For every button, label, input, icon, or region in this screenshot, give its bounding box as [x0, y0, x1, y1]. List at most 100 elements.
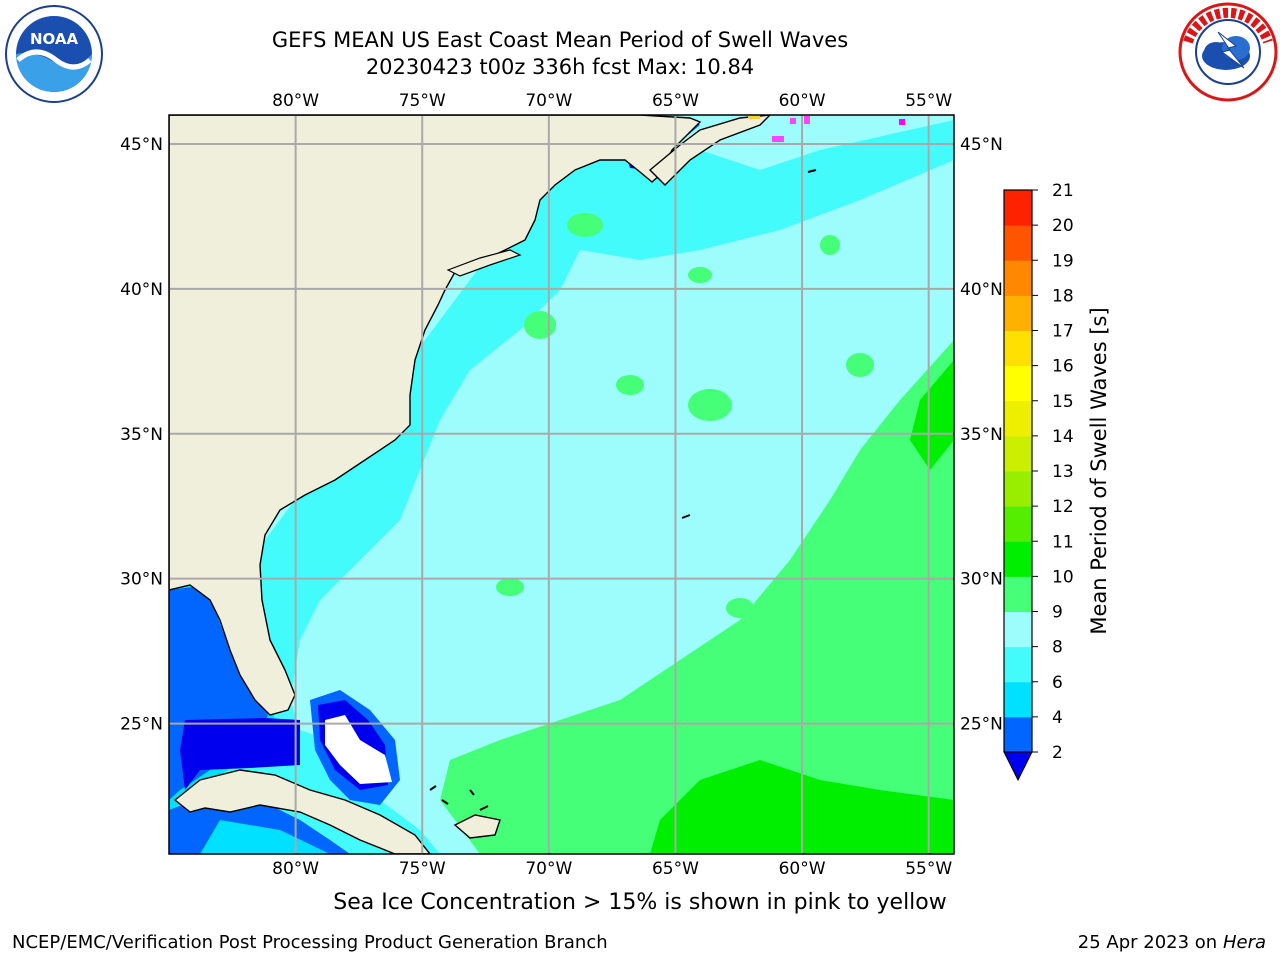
swell-patch — [688, 267, 712, 283]
map-frame — [168, 114, 955, 855]
lon-tick-label: 60°W — [779, 91, 826, 111]
lat-tick-labels-right: 45°N 40°N 35°N 30°N 25°N — [960, 135, 1003, 735]
colorbar-segment — [1004, 330, 1032, 367]
svg-text:NOAA: NOAA — [30, 30, 79, 48]
footer-date-text: 25 Apr 2023 on — [1077, 932, 1223, 953]
swell-field-10s — [910, 360, 954, 470]
lon-tick-label: 80°W — [272, 91, 319, 111]
swell-patch — [846, 353, 874, 377]
lon-tick-label: 55°W — [905, 859, 952, 879]
colorbar-tick-label: 4 — [1052, 708, 1063, 728]
swell-patch — [820, 235, 840, 255]
colorbar-tick-label: 20 — [1052, 216, 1074, 236]
chart-title: GEFS MEAN US East Coast Mean Period of S… — [271, 28, 849, 52]
gridlines — [169, 115, 954, 854]
swell-patch — [524, 311, 556, 339]
colorbar-tick-label: 19 — [1052, 251, 1074, 271]
lon-tick-label: 65°W — [652, 91, 699, 111]
swell-field-4s-caribbean — [200, 820, 330, 854]
sea-ice-point — [790, 118, 796, 124]
lon-tick-labels-bottom: 80°W 75°W 70°W 65°W 60°W 55°W — [272, 859, 952, 879]
colorbar-tick-label: 14 — [1052, 427, 1074, 447]
colorbar-segment — [1004, 646, 1032, 683]
sea-ice-note: Sea Ice Concentration > 15% is shown in … — [333, 890, 947, 915]
colorbar-under-extension — [1003, 751, 1033, 782]
colorbar-tick-label: 8 — [1052, 638, 1063, 658]
colorbar-segment — [1004, 365, 1032, 402]
sea-ice-point — [804, 116, 810, 124]
noaa-logo-icon: NOAA — [5, 5, 103, 103]
lon-tick-label: 75°W — [399, 859, 446, 879]
colorbar-tick-label: 10 — [1052, 567, 1074, 587]
colorbar-segment — [1004, 506, 1032, 542]
island — [807, 169, 817, 173]
lat-tick-label: 25°N — [120, 715, 163, 735]
colorbar-segment — [1004, 471, 1032, 507]
colorbar-segment — [1004, 225, 1032, 261]
lat-tick-label: 30°N — [960, 570, 1003, 590]
swell-patch — [726, 598, 754, 618]
colorbar-tick-label: 17 — [1052, 322, 1074, 342]
swell-field-9s — [440, 340, 954, 854]
colorbar-tick-label: 15 — [1052, 392, 1074, 412]
island — [681, 514, 691, 519]
island — [429, 785, 489, 811]
colorbar-tick-label: 13 — [1052, 462, 1074, 482]
colorbar-segment — [1004, 681, 1032, 718]
swell-patch — [567, 213, 603, 237]
colorbar-tick-label: 21 — [1052, 181, 1074, 201]
colorbar-tick-label: 18 — [1052, 286, 1074, 306]
map-area — [169, 115, 954, 854]
footer-credit: NCEP/EMC/Verification Post Processing Pr… — [12, 932, 608, 953]
colorbar-segment — [1004, 295, 1032, 331]
colorbar-segment — [1004, 541, 1032, 577]
land-north-america — [169, 115, 702, 716]
colorbar-segment — [1004, 190, 1032, 226]
lon-tick-label: 75°W — [399, 91, 446, 111]
colorbar-segment — [1004, 716, 1032, 753]
land-cuba — [173, 769, 431, 854]
colorbar-tick-label: 16 — [1052, 357, 1074, 377]
footer-date: 25 Apr 2023 on Hera — [1078, 932, 1266, 953]
lon-tick-label: 55°W — [905, 91, 952, 111]
footer-machine: Hera — [1222, 932, 1266, 953]
swell-patch — [616, 375, 644, 395]
lat-tick-label: 40°N — [960, 280, 1003, 300]
chart-subtitle: 20230423 t00z 336h fcst Max: 10.84 — [365, 55, 755, 79]
lat-tick-label: 45°N — [120, 135, 163, 155]
bahamas-shallow-no-data — [325, 715, 392, 784]
swell-patch — [496, 578, 524, 596]
lat-tick-label: 45°N — [960, 135, 1003, 155]
land-long-island — [446, 249, 522, 277]
lat-tick-label: 25°N — [960, 715, 1003, 735]
colorbar-segment — [1004, 611, 1032, 648]
lon-tick-labels-top: 80°W 75°W 70°W 65°W 60°W 55°W — [272, 91, 952, 111]
swell-field-under-2s-gulf — [180, 718, 300, 790]
land-hispaniola — [453, 814, 501, 839]
colorbar: 2 4 6 8 9 10 11 12 13 14 15 16 17 18 19 20 21 — [1003, 181, 1074, 782]
land-nova-scotia — [648, 115, 771, 186]
colorbar-tick-label: 9 — [1052, 603, 1063, 623]
nws-logo-icon — [1178, 2, 1278, 102]
lon-tick-label: 70°W — [525, 859, 572, 879]
sea-ice-point — [772, 136, 784, 142]
lat-tick-labels-left: 45°N 40°N 35°N 30°N 25°N — [120, 135, 163, 735]
colorbar-tick-label: 12 — [1052, 497, 1074, 517]
lat-tick-label: 30°N — [120, 570, 163, 590]
sea-ice-point — [748, 115, 760, 119]
colorbar-tick-label: 11 — [1052, 532, 1074, 552]
colorbar-segment — [1004, 576, 1032, 612]
lat-tick-label: 35°N — [120, 425, 163, 445]
lon-tick-label: 70°W — [525, 91, 572, 111]
lon-tick-label: 60°W — [779, 859, 826, 879]
colorbar-tick-label: 6 — [1052, 673, 1063, 693]
colorbar-segment — [1004, 400, 1032, 437]
lat-tick-label: 40°N — [120, 280, 163, 300]
colorbar-tick-label: 2 — [1052, 743, 1063, 763]
lon-tick-label: 65°W — [652, 859, 699, 879]
lat-tick-label: 35°N — [960, 425, 1003, 445]
sea-ice-point — [899, 119, 905, 125]
colorbar-segment — [1004, 435, 1032, 472]
swell-patch — [688, 389, 732, 421]
